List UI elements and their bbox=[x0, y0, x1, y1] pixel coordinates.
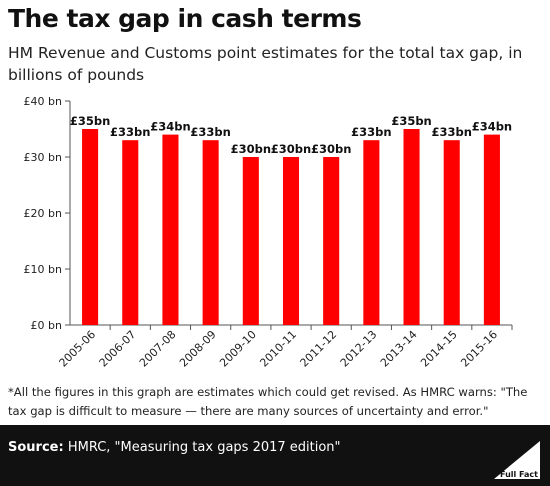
chart-title: The tax gap in cash terms bbox=[8, 4, 362, 33]
x-tick-label: 2014-15 bbox=[418, 328, 460, 370]
bar-value-label: £33bn bbox=[190, 125, 230, 139]
source-label: Source: bbox=[8, 440, 64, 455]
y-tick-label: £40 bn bbox=[24, 95, 62, 108]
x-tick-label: 2013-14 bbox=[378, 328, 420, 370]
bar bbox=[403, 129, 420, 325]
bar-value-label: £33bn bbox=[110, 125, 150, 139]
footer-bar: Source: HMRC, "Measuring tax gaps 2017 e… bbox=[0, 425, 550, 486]
y-tick-label: £0 bn bbox=[31, 319, 62, 332]
bar-value-label: £35bn bbox=[70, 114, 110, 128]
bar-chart: £0 bn £10 bn £20 bn £30 bn £40 bn £35bn 2005-0… bbox=[24, 95, 513, 370]
x-tick-label: 2011-12 bbox=[298, 328, 340, 370]
x-tick-label: 2007-08 bbox=[137, 328, 179, 370]
bar bbox=[242, 157, 259, 325]
y-tick-label: £10 bn bbox=[24, 263, 62, 276]
x-tick-label: 2010-11 bbox=[257, 328, 299, 370]
x-tick-label: 2006-07 bbox=[97, 328, 139, 370]
source-text: HMRC, "Measuring tax gaps 2017 edition" bbox=[67, 440, 341, 455]
bar bbox=[122, 140, 139, 325]
bar-value-label: £30bn bbox=[311, 142, 351, 156]
footnote: *All the figures in this graph are estim… bbox=[8, 385, 528, 418]
bar bbox=[443, 140, 460, 325]
bar-value-label: £34bn bbox=[472, 120, 512, 134]
bar bbox=[162, 134, 179, 325]
x-tick-label: 2005-06 bbox=[57, 328, 99, 370]
full-fact-logo-icon bbox=[494, 441, 540, 479]
bar bbox=[282, 157, 300, 325]
bar bbox=[323, 157, 340, 325]
x-tick-label: 2008-09 bbox=[177, 328, 219, 370]
bar bbox=[82, 129, 99, 325]
y-tick-label: £30 bn bbox=[24, 151, 62, 164]
x-tick-label: 2009-10 bbox=[217, 328, 259, 370]
x-tick-label: 2012-13 bbox=[338, 328, 380, 370]
bar-value-label: £30bn bbox=[271, 142, 311, 156]
chart-subtitle: HM Revenue and Customs point estimates f… bbox=[8, 44, 523, 84]
bar-value-label: £33bn bbox=[432, 125, 472, 139]
bar-value-label: £35bn bbox=[391, 114, 431, 128]
bar bbox=[363, 140, 380, 325]
bar-value-label: £30bn bbox=[231, 142, 271, 156]
logo-label: Full Fact bbox=[500, 470, 538, 479]
y-tick-label: £20 bn bbox=[24, 207, 62, 220]
bar bbox=[202, 140, 219, 325]
bar-value-label: £33bn bbox=[351, 125, 391, 139]
bar bbox=[483, 134, 500, 325]
bar-value-label: £34bn bbox=[150, 120, 190, 134]
source-line: Source: HMRC, "Measuring tax gaps 2017 e… bbox=[8, 440, 341, 455]
x-tick-label: 2015-16 bbox=[458, 328, 500, 370]
